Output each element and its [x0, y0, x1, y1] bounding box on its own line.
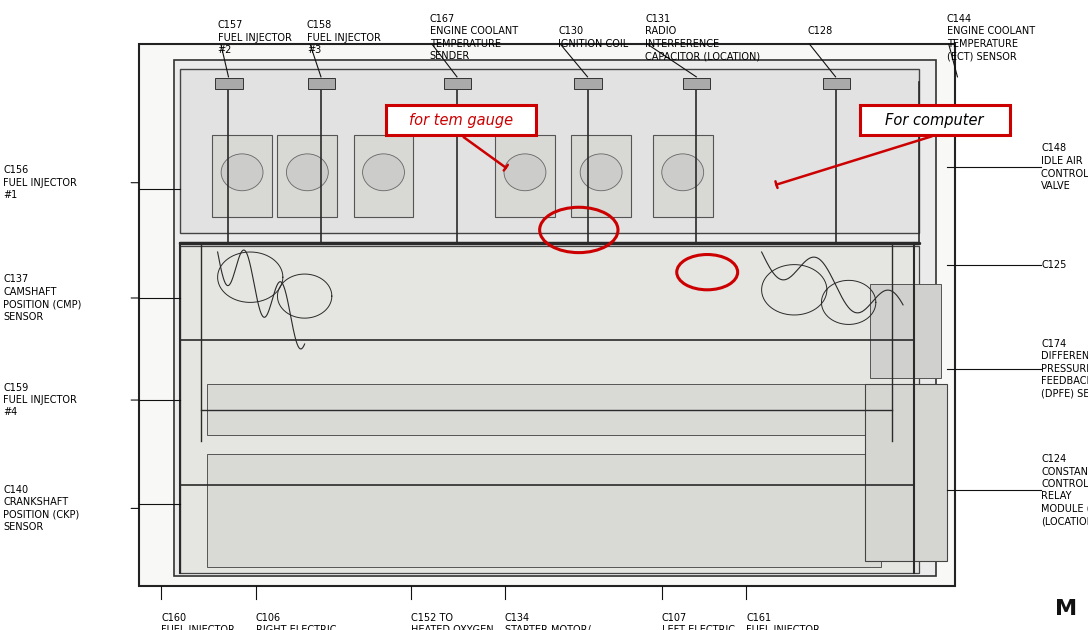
Text: C137
CAMSHAFT
POSITION (CMP)
SENSOR: C137 CAMSHAFT POSITION (CMP) SENSOR [3, 275, 82, 321]
Text: C144
ENGINE COOLANT
TEMPERATURE
(ECT) SENSOR: C144 ENGINE COOLANT TEMPERATURE (ECT) SE… [947, 14, 1035, 61]
Bar [180, 69, 919, 233]
Bar [653, 135, 713, 217]
Bar [870, 284, 941, 378]
Text: C152 TO
HEATED OXYGEN: C152 TO HEATED OXYGEN [411, 613, 494, 630]
Text: C106
RIGHT ELECTRIC: C106 RIGHT ELECTRIC [256, 613, 336, 630]
Bar [444, 78, 471, 89]
Text: C130
IGNITION COIL: C130 IGNITION COIL [558, 26, 629, 49]
Ellipse shape [286, 154, 329, 191]
Text: For computer: For computer [886, 113, 984, 128]
Bar [386, 105, 536, 135]
Text: C158
FUEL INJECTOR
#3: C158 FUEL INJECTOR #3 [307, 20, 381, 55]
Bar [180, 246, 919, 573]
Text: C159
FUEL INJECTOR
#4: C159 FUEL INJECTOR #4 [3, 382, 77, 418]
Bar [865, 384, 947, 561]
Bar [574, 78, 602, 89]
Text: C107
LEFT ELECTRIC: C107 LEFT ELECTRIC [662, 613, 734, 630]
Bar [277, 135, 337, 217]
Bar [139, 44, 955, 586]
Bar [308, 78, 335, 89]
Text: C174
DIFFERENTIAL
PRESSURE
FEEDBACK EGR
(DPFE) SENSOR: C174 DIFFERENTIAL PRESSURE FEEDBACK EGR … [1041, 339, 1088, 398]
Bar [207, 454, 881, 567]
Bar [174, 60, 936, 576]
Bar [860, 105, 1010, 135]
Bar [207, 384, 881, 435]
Text: M: M [1055, 598, 1077, 619]
Text: C131
RADIO
INTERFERENCE
CAPACITOR (LOCATION): C131 RADIO INTERFERENCE CAPACITOR (LOCAT… [645, 14, 761, 61]
Ellipse shape [580, 154, 622, 191]
Text: C156
FUEL INJECTOR
#1: C156 FUEL INJECTOR #1 [3, 165, 77, 200]
Bar [354, 135, 413, 217]
Text: for tem gauge: for tem gauge [409, 113, 514, 128]
Text: C140
CRANKSHAFT
POSITION (CKP)
SENSOR: C140 CRANKSHAFT POSITION (CKP) SENSOR [3, 485, 79, 532]
Text: C125: C125 [1041, 260, 1066, 270]
Bar [571, 135, 631, 217]
Text: C128: C128 [807, 26, 832, 37]
Ellipse shape [504, 154, 546, 191]
Bar [215, 78, 243, 89]
Bar [823, 78, 850, 89]
Bar [212, 135, 272, 217]
Text: C148
IDLE AIR
CONTROL (IAC)
VALVE: C148 IDLE AIR CONTROL (IAC) VALVE [1041, 144, 1088, 190]
Text: C160
FUEL INJECTOR: C160 FUEL INJECTOR [161, 613, 235, 630]
Text: C134
STARTER MOTOR/: C134 STARTER MOTOR/ [505, 613, 591, 630]
Ellipse shape [221, 154, 263, 191]
Text: C161
FUEL INJECTOR: C161 FUEL INJECTOR [746, 613, 820, 630]
Text: C124
CONSTANT
CONTROL
RELAY
MODULE (CCRM)
(LOCATION): C124 CONSTANT CONTROL RELAY MODULE (CCRM… [1041, 454, 1088, 526]
Text: C167
ENGINE COOLANT
TEMPERATURE
SENDER: C167 ENGINE COOLANT TEMPERATURE SENDER [430, 14, 518, 61]
Bar [495, 135, 555, 217]
Bar [683, 78, 710, 89]
Ellipse shape [362, 154, 405, 191]
Text: C157
FUEL INJECTOR
#2: C157 FUEL INJECTOR #2 [218, 20, 292, 55]
Ellipse shape [662, 154, 704, 191]
